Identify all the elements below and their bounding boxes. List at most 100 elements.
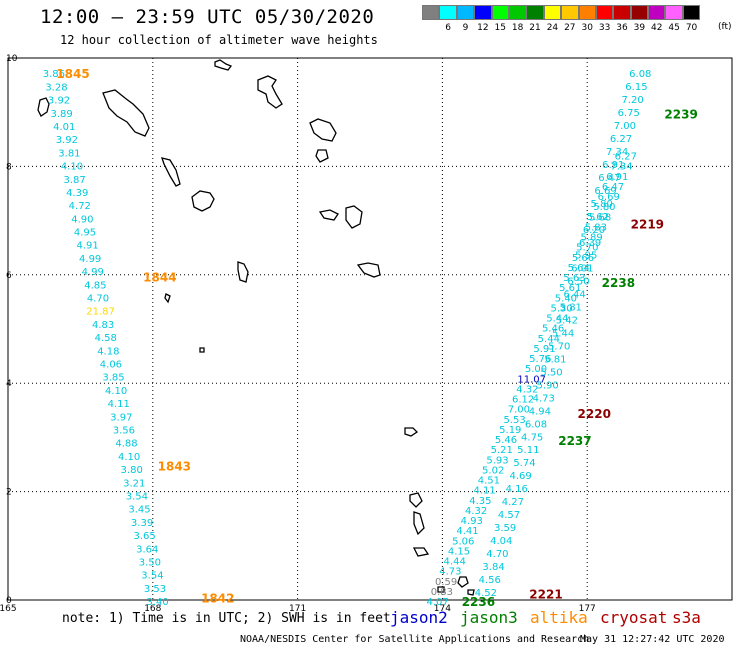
- wave-height-value: 5.76: [529, 354, 551, 365]
- scale-label-27: 27: [564, 23, 576, 33]
- x-tick-label: 168: [144, 604, 161, 614]
- wave-height-value: 4.69: [509, 471, 531, 482]
- wave-height-value: 4.04: [490, 536, 512, 547]
- wave-height-value: 0.83: [431, 587, 453, 598]
- scale-swatch-9: 9: [456, 5, 475, 33]
- wave-height-value: 5.63: [563, 273, 585, 284]
- wave-height-value: 4.56: [479, 575, 501, 586]
- y-tick-label: 2: [6, 488, 12, 498]
- wave-height-value: 3.28: [45, 82, 67, 93]
- island-outline: [191, 190, 215, 212]
- wave-height-value: 4.85: [84, 280, 106, 291]
- wave-height-value: 5.95: [575, 251, 597, 262]
- scale-label-70: 70: [685, 23, 698, 33]
- scale-swatch-12: 12: [474, 5, 492, 33]
- wave-height-value: 6.20: [583, 225, 605, 236]
- scale-label-33: 33: [598, 23, 611, 33]
- scale-swatch-70: 70: [682, 5, 701, 33]
- wave-height-value: 6.39: [579, 238, 601, 249]
- scale-swatch-27: 27: [561, 5, 579, 33]
- wave-height-color-scale: 6 9 12 15 18 21 24 27 30 33 36 39 42 45 70: [422, 5, 701, 33]
- scale-label-39: 39: [633, 23, 646, 33]
- island-outline: [409, 492, 423, 508]
- x-tick-label: 171: [289, 604, 306, 614]
- island-outline: [315, 149, 329, 163]
- legend-s3a: s3a: [672, 608, 701, 627]
- wave-height-value: 3.65: [134, 531, 156, 542]
- y-tick-label: 0: [6, 596, 12, 606]
- wave-height-value: 4.94: [529, 406, 551, 417]
- island-outline: [356, 262, 381, 278]
- wave-height-value: 4.57: [498, 510, 520, 521]
- wave-height-value: 4.11: [108, 399, 130, 410]
- island-outline: [309, 118, 337, 142]
- wave-height-value: 4.07: [426, 597, 448, 608]
- island-outline: [404, 427, 419, 437]
- wave-height-value: 6.91: [606, 172, 628, 183]
- pass-time-label: 2221: [529, 587, 562, 601]
- island-outline: [164, 293, 171, 304]
- wave-height-value: 3.59: [494, 523, 516, 534]
- scale-swatch-33: 33: [595, 5, 614, 33]
- wave-height-value: 3.84: [482, 562, 504, 573]
- wave-height-value: 5.06: [452, 536, 474, 547]
- island-outline: [467, 589, 475, 596]
- wave-height-value: 6.91: [602, 160, 624, 171]
- wave-height-value: 5.50: [540, 367, 562, 378]
- pass-time-label: 1844: [143, 270, 176, 284]
- wave-height-value: 4.99: [79, 254, 101, 265]
- wave-height-value: 4.58: [95, 333, 117, 344]
- wave-height-value: 4.10: [118, 452, 140, 463]
- wave-height-value: 5.02: [482, 465, 504, 476]
- island-outline: [318, 209, 339, 221]
- wave-height-value: 4.88: [115, 439, 137, 450]
- scale-unit-label: (ft): [718, 22, 732, 32]
- legend-jason2: jason2: [390, 608, 448, 627]
- x-tick-label: 165: [0, 604, 17, 614]
- scale-swatch-36: 36: [613, 5, 631, 33]
- wave-height-value: 5.74: [513, 458, 535, 469]
- y-tick-label: 8: [6, 162, 12, 172]
- island-outline: [345, 205, 363, 229]
- wave-height-value: 5.91: [533, 344, 555, 355]
- wave-height-value: 4.06: [100, 360, 122, 371]
- wave-height-value: 5.70: [548, 341, 570, 352]
- scale-label-45: 45: [668, 23, 680, 33]
- wave-height-value: 4.75: [521, 432, 543, 443]
- wave-height-value: 3.54: [126, 492, 148, 503]
- wave-height-value: 5.21: [491, 445, 513, 456]
- wave-height-value: 11.07: [517, 374, 546, 385]
- wave-height-value: 6.47: [602, 182, 624, 193]
- scale-swatch-21: 21: [526, 5, 544, 33]
- wave-height-value: 7.20: [621, 95, 643, 106]
- wave-height-value: 6.69: [598, 192, 620, 203]
- wave-height-value: 4.90: [71, 214, 93, 225]
- wave-height-value: 5.66: [572, 253, 594, 264]
- island-outline: [37, 97, 50, 117]
- pass-time-label: 1842: [201, 591, 234, 605]
- wave-height-value: 3.80: [121, 465, 143, 476]
- pass-time-label: 2237: [558, 434, 591, 448]
- wave-height-value: 5.80: [591, 199, 613, 210]
- wave-height-value: 3.53: [144, 584, 166, 595]
- wave-height-value: 4.35: [469, 496, 491, 507]
- wave-height-value: 5.83: [585, 222, 607, 233]
- wave-height-value: 6.27: [615, 152, 637, 163]
- wave-height-value: 5.53: [503, 415, 525, 426]
- wave-height-value: 4.32: [516, 384, 538, 395]
- wave-height-value: 5.89: [580, 233, 602, 244]
- wave-height-value: 5.44: [546, 314, 568, 325]
- footer-timestamp: May 31 12:27:42 UTC 2020: [580, 634, 725, 645]
- map-frame: [7, 57, 733, 601]
- legend-cryosat: cryosat: [600, 608, 668, 627]
- island-outline: [214, 59, 233, 71]
- scale-label-24: 24: [546, 23, 559, 33]
- wave-height-value: 4.32: [465, 506, 487, 517]
- wave-height-value: 5.70: [576, 243, 598, 254]
- wave-height-value: 4.52: [475, 588, 497, 599]
- scale-swatch-42: 42: [648, 5, 666, 33]
- wave-height-value: 6.47: [598, 173, 620, 184]
- page-subtitle: 12 hour collection of altimeter wave hei…: [60, 33, 378, 47]
- island-outline: [199, 347, 205, 353]
